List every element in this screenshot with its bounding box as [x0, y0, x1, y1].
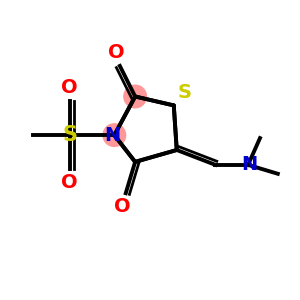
Circle shape [124, 85, 146, 108]
Text: O: O [61, 173, 78, 192]
Text: N: N [105, 126, 121, 145]
Text: O: O [115, 197, 131, 216]
Text: S: S [177, 83, 191, 102]
Text: S: S [62, 125, 77, 145]
Text: O: O [108, 44, 124, 62]
Circle shape [103, 124, 126, 146]
Text: O: O [61, 78, 78, 98]
Text: N: N [242, 155, 258, 174]
